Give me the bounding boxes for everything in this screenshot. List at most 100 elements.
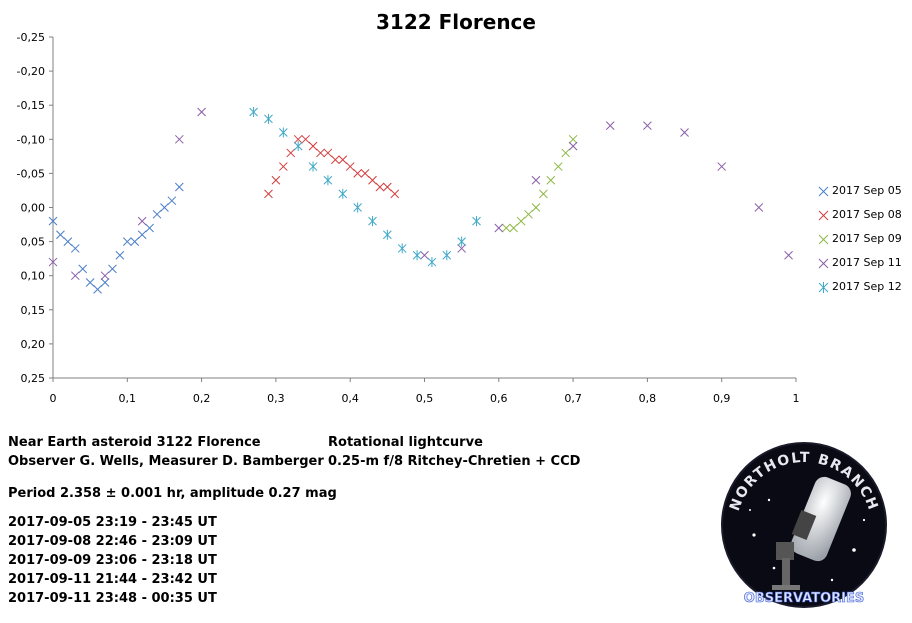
data-point [397, 243, 407, 254]
data-point [368, 216, 377, 227]
session-line: 2017-09-11 23:48 - 00:35 UT [8, 591, 217, 606]
data-point [278, 162, 288, 171]
data-point [286, 148, 296, 158]
data-point [63, 237, 73, 246]
x-tick-label: 0,2 [193, 392, 211, 405]
series-points [264, 134, 400, 199]
data-point [717, 162, 727, 171]
data-point [197, 107, 206, 117]
data-point [420, 250, 429, 260]
data-point [278, 127, 288, 138]
chart-title: 3122 Florence [376, 10, 536, 34]
legend-label: 2017 Sep 09 [832, 232, 902, 245]
data-point [353, 202, 362, 213]
data-point [174, 134, 184, 144]
legend-marker [818, 210, 829, 220]
data-point [382, 182, 392, 192]
data-point [501, 223, 511, 233]
data-point [271, 175, 281, 185]
y-tick-label: -0,10 [17, 133, 45, 146]
data-point [70, 271, 80, 281]
data-point [784, 250, 793, 260]
legend-item: 2017 Sep 12 [818, 280, 902, 293]
legend-marker [818, 234, 829, 244]
y-tick-label: -0,05 [17, 167, 45, 180]
data-point [524, 209, 533, 219]
data-point [48, 257, 58, 267]
x-tick-label: 0,5 [416, 392, 434, 405]
data-point [457, 236, 467, 247]
data-point [308, 161, 318, 172]
data-point [368, 175, 377, 185]
data-point [108, 264, 117, 274]
data-point [301, 134, 310, 144]
session-line: 2017-09-08 22:46 - 23:09 UT [8, 534, 217, 549]
data-point [316, 148, 325, 158]
data-point [516, 216, 526, 226]
data-point [531, 203, 541, 212]
legend-label: 2017 Sep 08 [832, 208, 902, 221]
data-point [546, 175, 556, 185]
data-point [308, 141, 318, 151]
info-telescope: 0.25-m f/8 Ritchey-Chretien + CCD [328, 454, 581, 469]
legend-item: 2017 Sep 11 [818, 256, 902, 269]
logo-bottom-text: OBSERVATORIES [744, 591, 864, 606]
y-tick-label: 0,00 [21, 202, 46, 215]
data-point [680, 128, 689, 137]
data-point [375, 182, 385, 192]
x-tick-label: 0,6 [490, 392, 508, 405]
x-tick-label: 1 [793, 392, 800, 405]
axes: -0,25-0,20-0,15-0,10-0,050,000,050,100,1… [17, 31, 800, 405]
data-point [56, 230, 65, 240]
data-point [137, 230, 147, 240]
info-observer: Observer G. Wells, Measurer D. Bamberger [8, 454, 324, 469]
data-point [167, 196, 177, 206]
info-left: Near Earth asteroid 3122 Florence Observ… [8, 433, 324, 471]
series-points [48, 182, 184, 294]
data-point [115, 250, 125, 260]
data-point [605, 121, 615, 131]
data-point [330, 155, 340, 165]
scatter-plot: -0,25-0,20-0,15-0,10-0,050,000,050,100,1… [17, 31, 800, 405]
data-point [382, 229, 392, 240]
data-point [360, 169, 370, 178]
data-point [442, 250, 452, 261]
data-point [249, 107, 258, 118]
legend-marker [818, 281, 829, 293]
legend-item: 2017 Sep 05 [818, 184, 902, 197]
legend-marker [818, 258, 829, 268]
y-tick-label: 0,25 [21, 372, 46, 385]
y-tick-label: -0,25 [17, 31, 45, 44]
info-lightcurve: Rotational lightcurve [328, 435, 483, 450]
info-right: Rotational lightcurve 0.25-m f/8 Ritchey… [328, 433, 580, 471]
info-object: Near Earth asteroid 3122 Florence [8, 435, 261, 450]
legend-marker [818, 186, 829, 196]
y-tick-label: -0,20 [17, 65, 45, 78]
legend-label: 2017 Sep 12 [832, 280, 902, 293]
data-point [494, 223, 504, 233]
data-point [264, 113, 273, 124]
data-point [427, 257, 437, 268]
y-tick-label: -0,15 [17, 99, 45, 112]
data-point [100, 271, 110, 281]
data-point [412, 250, 422, 261]
y-tick-label: 0,20 [21, 338, 46, 351]
data-point [323, 175, 333, 186]
data-point [568, 141, 578, 151]
data-point [174, 182, 184, 192]
data-point [293, 141, 303, 152]
session-line: 2017-09-09 23:06 - 23:18 UT [8, 553, 217, 568]
data-point [293, 134, 303, 144]
data-point [264, 189, 273, 199]
data-point [345, 162, 355, 171]
data-point [338, 155, 348, 165]
data-point [145, 223, 154, 233]
data-point [100, 278, 110, 287]
data-point [754, 203, 764, 212]
data-point [457, 244, 467, 253]
data-point [539, 189, 548, 199]
legend-item: 2017 Sep 09 [818, 232, 902, 245]
series-points [249, 107, 481, 268]
session-line: 2017-09-11 21:44 - 23:42 UT [8, 572, 217, 587]
data-point [561, 148, 571, 158]
